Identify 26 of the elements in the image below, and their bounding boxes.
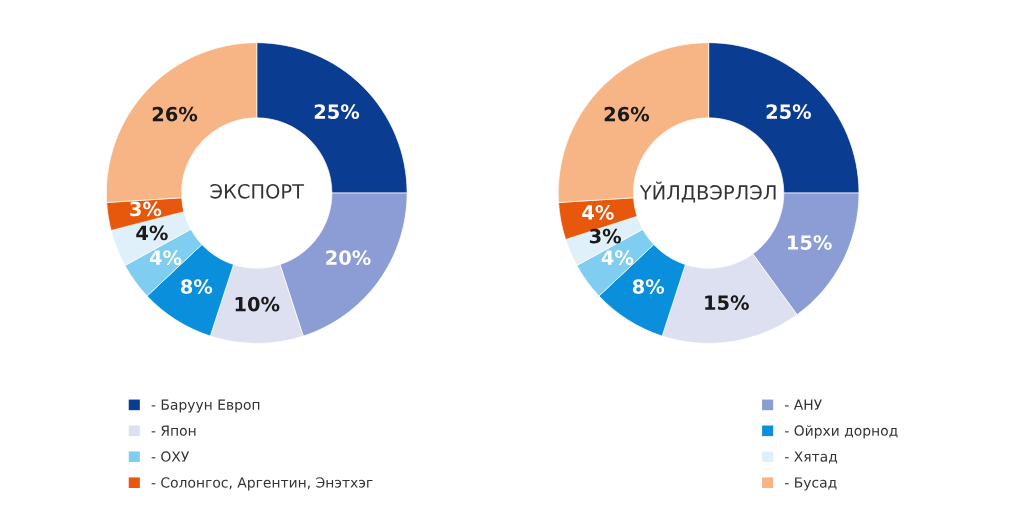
legend-label: - Бусад	[784, 477, 837, 491]
text: ЭКСПОРТ	[210, 183, 305, 199]
data-label: 4%	[582, 205, 614, 220]
data-label: 25%	[766, 104, 812, 119]
data-label: 25%	[314, 104, 360, 119]
data-label: 3%	[589, 228, 622, 244]
legend-label: - Ойрхи дорнод	[784, 425, 898, 439]
legend-label: - Япон	[151, 425, 196, 436]
data-label: 4%	[601, 250, 634, 265]
legend-label: - Хятад	[784, 451, 838, 464]
data-label: 8%	[632, 279, 665, 294]
text: ҮЙЛДВЭРЛЭЛ	[639, 181, 776, 203]
legend-label: - АНУ	[784, 399, 822, 410]
legend-label: - Солонгос, Аргентин, Энэтхэг	[151, 477, 373, 491]
data-label: 4%	[136, 225, 168, 241]
data-label: 26%	[604, 106, 650, 122]
data-label: 8%	[181, 279, 213, 294]
legend-label: - Баруун Европ	[151, 399, 260, 413]
data-label: 4%	[149, 250, 182, 265]
data-label: 26%	[152, 106, 198, 122]
data-label: 10%	[235, 296, 280, 312]
data-label: 15%	[788, 235, 832, 250]
data-label: 3%	[130, 201, 162, 217]
data-label: 15%	[705, 295, 749, 311]
data-label: 20%	[326, 250, 371, 265]
legend-label: - ОХУ	[151, 451, 190, 462]
